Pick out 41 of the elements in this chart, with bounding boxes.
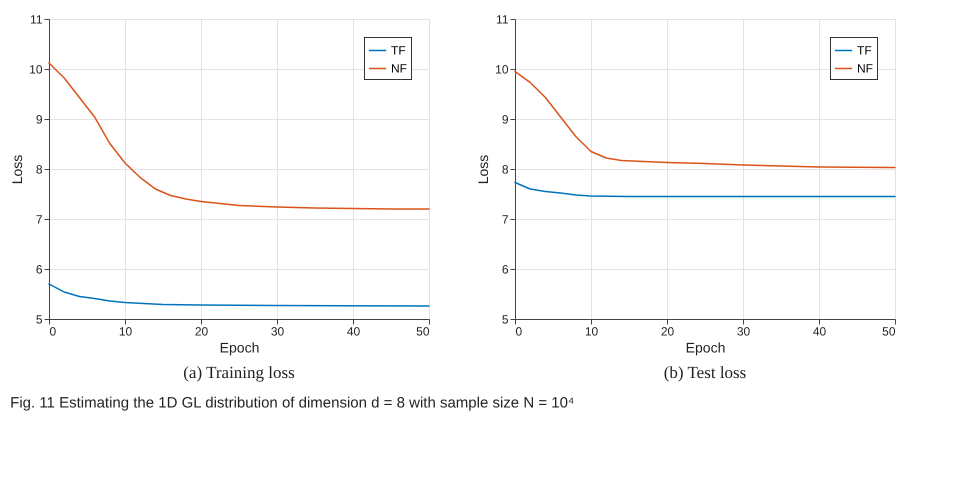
x-tick-label: 0 <box>50 324 56 338</box>
legend-label: TF <box>857 44 872 58</box>
text: (a) Training loss <box>183 363 295 382</box>
y-tick-label: 7 <box>36 212 43 226</box>
y-tick-label: 8 <box>502 162 509 176</box>
x-tick-label: 50 <box>416 324 430 338</box>
y-tick-label: 8 <box>36 162 43 176</box>
legend-label: TF <box>391 44 406 58</box>
line-series <box>514 70 896 168</box>
y-tick-label: 7 <box>502 212 509 226</box>
line-series <box>48 62 430 210</box>
text: (b) Test loss <box>664 363 746 382</box>
y-tick-label: 9 <box>36 112 43 126</box>
x-tick-label: 50 <box>882 324 896 338</box>
caption: Fig. 11 Estimating the 1D GL distribution of dimension d = 8 with sample size N = 10⁴ <box>10 394 574 412</box>
y-tick-label: 5 <box>502 312 509 326</box>
y-tick-label: 10 <box>495 62 509 76</box>
x-axis-title: Epoch <box>220 340 260 356</box>
y-tick-label: 11 <box>496 12 509 26</box>
y-tick-label: 10 <box>29 62 43 76</box>
y-tick-label: 5 <box>36 312 43 326</box>
x-tick-label: 30 <box>270 324 284 338</box>
x-tick-label: 40 <box>812 324 826 338</box>
x-tick-label: 30 <box>736 324 750 338</box>
x-tick-label: 20 <box>194 324 208 338</box>
x-tick-label: 20 <box>660 324 674 338</box>
y-tick-label: 6 <box>502 262 509 276</box>
line-series <box>514 182 896 198</box>
y-tick-label: 11 <box>30 12 43 26</box>
y-tick-label: 9 <box>502 112 509 126</box>
y-axis-title: Loss <box>9 154 26 184</box>
x-tick-label: 10 <box>584 324 598 338</box>
x-tick-label: 40 <box>346 324 360 338</box>
y-axis-title: Loss <box>475 154 492 184</box>
x-axis-title: Epoch <box>686 340 726 356</box>
x-tick-label: 10 <box>118 324 132 338</box>
line-series <box>48 283 430 307</box>
x-tick-label: 0 <box>516 324 522 338</box>
y-tick-label: 6 <box>36 262 43 276</box>
legend-label: NF <box>391 62 407 76</box>
legend-label: NF <box>857 62 873 76</box>
